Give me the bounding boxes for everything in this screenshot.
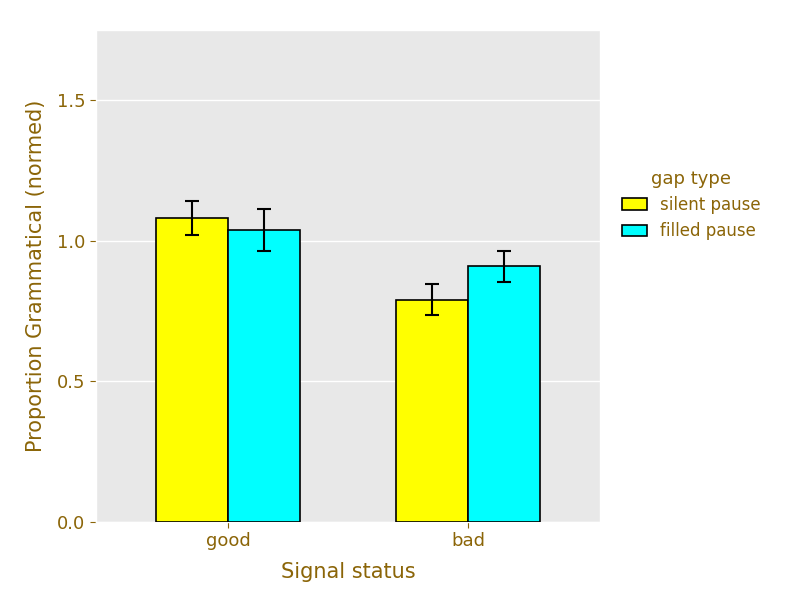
Bar	[156, 218, 228, 522]
X-axis label: Signal status: Signal status	[281, 562, 415, 581]
Y-axis label: Proportion Grammatical (normed): Proportion Grammatical (normed)	[26, 100, 46, 452]
Bar	[228, 230, 300, 522]
Bar	[396, 300, 468, 522]
Bar	[468, 266, 540, 522]
Legend: silent pause, filled pause: silent pause, filled pause	[614, 161, 769, 248]
